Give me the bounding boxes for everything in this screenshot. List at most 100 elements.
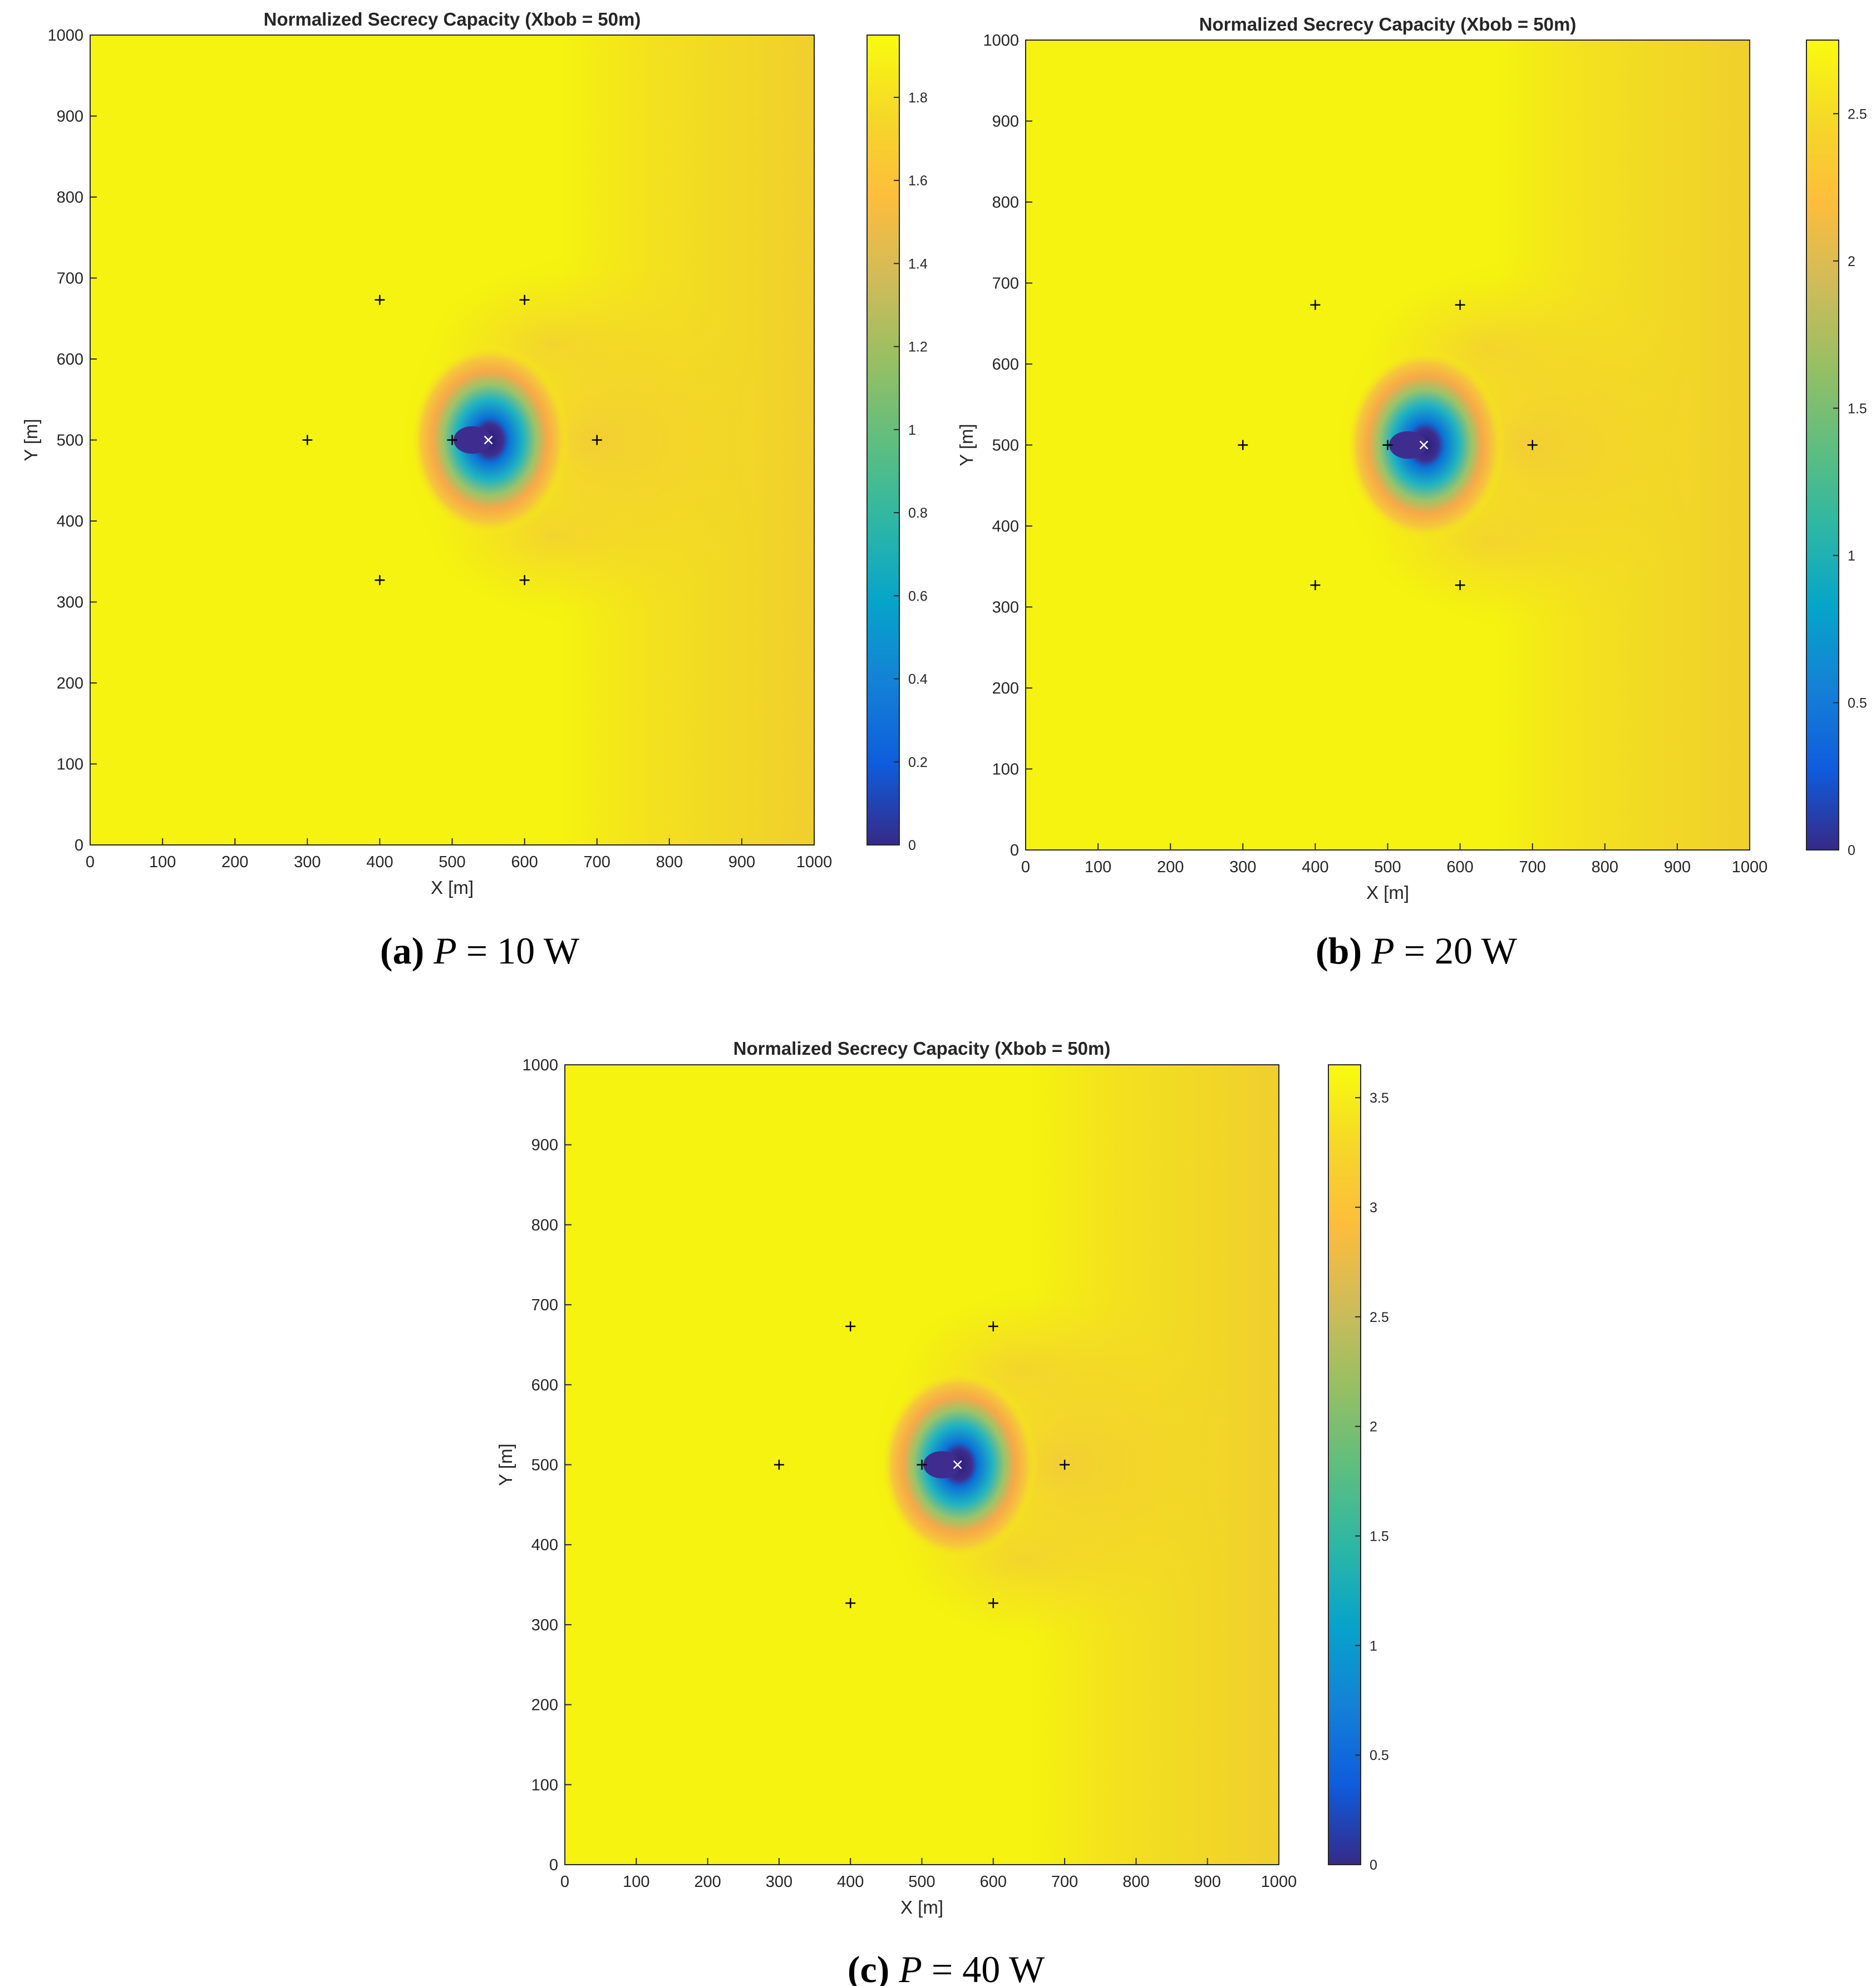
subfigure-caption: (b) P = 20 W — [1316, 930, 1518, 972]
y-tick-label: 1000 — [47, 27, 83, 45]
plus-marker — [1527, 440, 1538, 450]
y-tick-label: 700 — [992, 275, 1019, 293]
chart-panel-b: 0 100 200 300 400 500 600 700 800 900 100001002003… — [956, 14, 1867, 972]
colorbar-tick-label: 2 — [1370, 1419, 1377, 1435]
plus-marker — [519, 575, 530, 586]
y-tick-label: 500 — [57, 432, 83, 450]
colorbar-tick-label: 3.5 — [1370, 1090, 1389, 1106]
x-tick-label: 500 — [908, 1873, 935, 1891]
y-tick-label: 200 — [57, 675, 83, 692]
caption-letter: (a) — [380, 930, 434, 972]
x-tick-label: 900 — [728, 853, 755, 871]
y-tick-label: 1000 — [983, 32, 1019, 50]
x-tick-label: 600 — [1446, 858, 1473, 876]
colorbar-tick-label: 0 — [908, 838, 916, 853]
heatmap-field — [1026, 40, 1750, 850]
y-tick-label: 200 — [992, 680, 1019, 697]
chart-title: Normalized Secrecy Capacity (Xbob = 50m) — [264, 9, 641, 30]
heatmap-core — [923, 1451, 961, 1478]
x-tick-label: 100 — [623, 1873, 649, 1891]
plus-marker — [1455, 580, 1465, 591]
x-marker — [484, 435, 493, 445]
plus-marker — [375, 575, 385, 586]
y-tick-label: 800 — [531, 1216, 558, 1234]
x-tick-label: 800 — [1122, 1873, 1149, 1891]
x-tick-label: 600 — [980, 1873, 1007, 1891]
x-tick-label: 600 — [511, 853, 538, 871]
x-tick-label: 700 — [1051, 1873, 1078, 1891]
caption-value: 20 — [1435, 930, 1473, 972]
chart-title: Normalized Secrecy Capacity (Xbob = 50m) — [1199, 14, 1577, 35]
x-tick-label: 0 — [1021, 858, 1030, 876]
x-marker — [1419, 440, 1429, 450]
y-tick-label: 400 — [992, 518, 1019, 535]
x-tick-label: 200 — [694, 1873, 721, 1891]
plus-marker — [988, 1321, 998, 1331]
y-tick-label: 800 — [992, 194, 1019, 212]
heatmap-field — [90, 35, 814, 845]
colorbar-tick-label: 1.4 — [908, 256, 928, 272]
caption-letter: (b) — [1316, 930, 1371, 972]
colorbar-tick-label: 1 — [908, 422, 916, 438]
y-tick-label: 0 — [549, 1856, 558, 1874]
y-tick-label: 100 — [57, 756, 83, 774]
x-tick-label: 300 — [294, 853, 321, 871]
caption-value: 10 — [497, 930, 535, 972]
x-tick-label: 300 — [1229, 858, 1256, 876]
y-tick-label: 700 — [531, 1296, 558, 1314]
colorbar-tick-label: 1.2 — [908, 340, 928, 355]
colorbar-tick-label: 0.2 — [908, 755, 928, 770]
subfigure-caption: (c) P = 40 W — [848, 1948, 1045, 1986]
colorbar-tick-label: 1.5 — [1370, 1528, 1389, 1544]
chart-title: Normalized Secrecy Capacity (Xbob = 50m) — [733, 1038, 1111, 1059]
x-tick-label: 200 — [221, 853, 248, 871]
y-tick-label: 1000 — [522, 1056, 558, 1074]
plus-marker — [774, 1459, 784, 1470]
x-tick-label: 800 — [1592, 858, 1618, 876]
caption-variable: P — [433, 930, 457, 972]
y-tick-label: 100 — [992, 761, 1019, 779]
caption-letter: (c) — [848, 1948, 899, 1986]
plus-marker — [1310, 299, 1321, 310]
plus-marker — [1060, 1459, 1070, 1470]
x-tick-label: 0 — [560, 1873, 569, 1891]
plus-marker — [1455, 299, 1465, 310]
subfigure-caption: (a) P = 10 W — [380, 930, 580, 972]
y-tick-label: 400 — [57, 513, 83, 530]
x-tick-label: 200 — [1157, 858, 1184, 876]
x-tick-label: 100 — [1085, 858, 1111, 876]
heatmap-core — [454, 426, 491, 454]
y-tick-label: 0 — [1010, 842, 1019, 859]
x-tick-label: 1000 — [796, 853, 833, 871]
colorbar-tick-label: 1.5 — [1848, 401, 1867, 416]
x-tick-label: 400 — [1302, 858, 1328, 876]
colorbar — [1806, 40, 1839, 851]
x-tick-label: 400 — [837, 1873, 864, 1891]
colorbar-tick-label: 1 — [1370, 1638, 1377, 1654]
colorbar-tick-label: 1.8 — [908, 90, 928, 106]
x-axis-label: X [m] — [900, 1897, 943, 1918]
y-axis-label: Y [m] — [21, 419, 41, 461]
colorbar — [866, 35, 900, 845]
colorbar-tick-label: 2.5 — [1370, 1310, 1389, 1325]
chart-panel-c: 0 100 200 300 400 500 600 700 800 900 100001002003… — [495, 1038, 1389, 1986]
y-tick-label: 900 — [531, 1137, 558, 1154]
y-tick-label: 400 — [531, 1536, 558, 1554]
y-tick-label: 0 — [75, 837, 83, 854]
x-axis-label: X [m] — [431, 877, 474, 898]
chart-panel-a: 0 100 200 300 400 500 600 700 800 900 100001002003… — [21, 9, 928, 972]
plus-marker — [1310, 580, 1321, 591]
x-tick-label: 800 — [656, 853, 683, 871]
colorbar-tick-label: 0 — [1848, 843, 1855, 858]
colorbar-tick-label: 2 — [1848, 254, 1855, 269]
plus-marker — [917, 1459, 927, 1470]
y-tick-label: 900 — [992, 113, 1019, 131]
y-tick-label: 200 — [531, 1697, 558, 1714]
colorbar-tick-label: 0.5 — [1848, 695, 1867, 711]
x-tick-label: 400 — [366, 853, 393, 871]
plus-marker — [1238, 440, 1248, 450]
colorbar-tick-label: 0.5 — [1370, 1748, 1389, 1763]
colorbar-tick-label: 0 — [1370, 1857, 1377, 1873]
x-marker — [953, 1460, 962, 1469]
heatmap-core — [1389, 431, 1427, 459]
